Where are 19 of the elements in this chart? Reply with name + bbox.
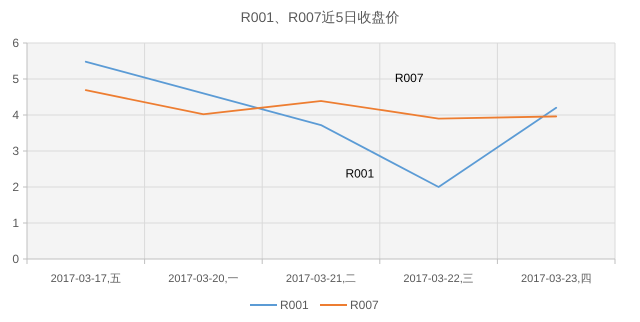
line-series bbox=[84, 60, 558, 188]
y-tick-label: 3 bbox=[12, 144, 20, 158]
line-series bbox=[84, 89, 558, 120]
y-tick-label: 4 bbox=[12, 108, 20, 122]
x-tick-label: 2017-03-23,四 bbox=[521, 273, 592, 285]
x-tick-label: 2017-03-21,二 bbox=[286, 273, 356, 285]
y-tick-label: 2 bbox=[12, 180, 20, 194]
y-tick-label: 6 bbox=[12, 36, 20, 50]
y-tick-label: 5 bbox=[12, 72, 20, 86]
x-tick-label: 2017-03-20,一 bbox=[168, 273, 239, 285]
y-tick-label: 0 bbox=[12, 252, 20, 266]
y-tick-label: 1 bbox=[12, 216, 20, 230]
x-tick-label: 2017-03-17,五 bbox=[50, 273, 121, 285]
chart-title: R001、R007近5日收盘价 bbox=[240, 9, 400, 25]
legend-label: R007 bbox=[350, 298, 380, 312]
legend-label: R001 bbox=[280, 298, 310, 312]
text: R007 bbox=[394, 71, 424, 86]
x-tick-label: 2017-03-22,三 bbox=[403, 273, 474, 285]
text: R001 bbox=[345, 166, 374, 181]
